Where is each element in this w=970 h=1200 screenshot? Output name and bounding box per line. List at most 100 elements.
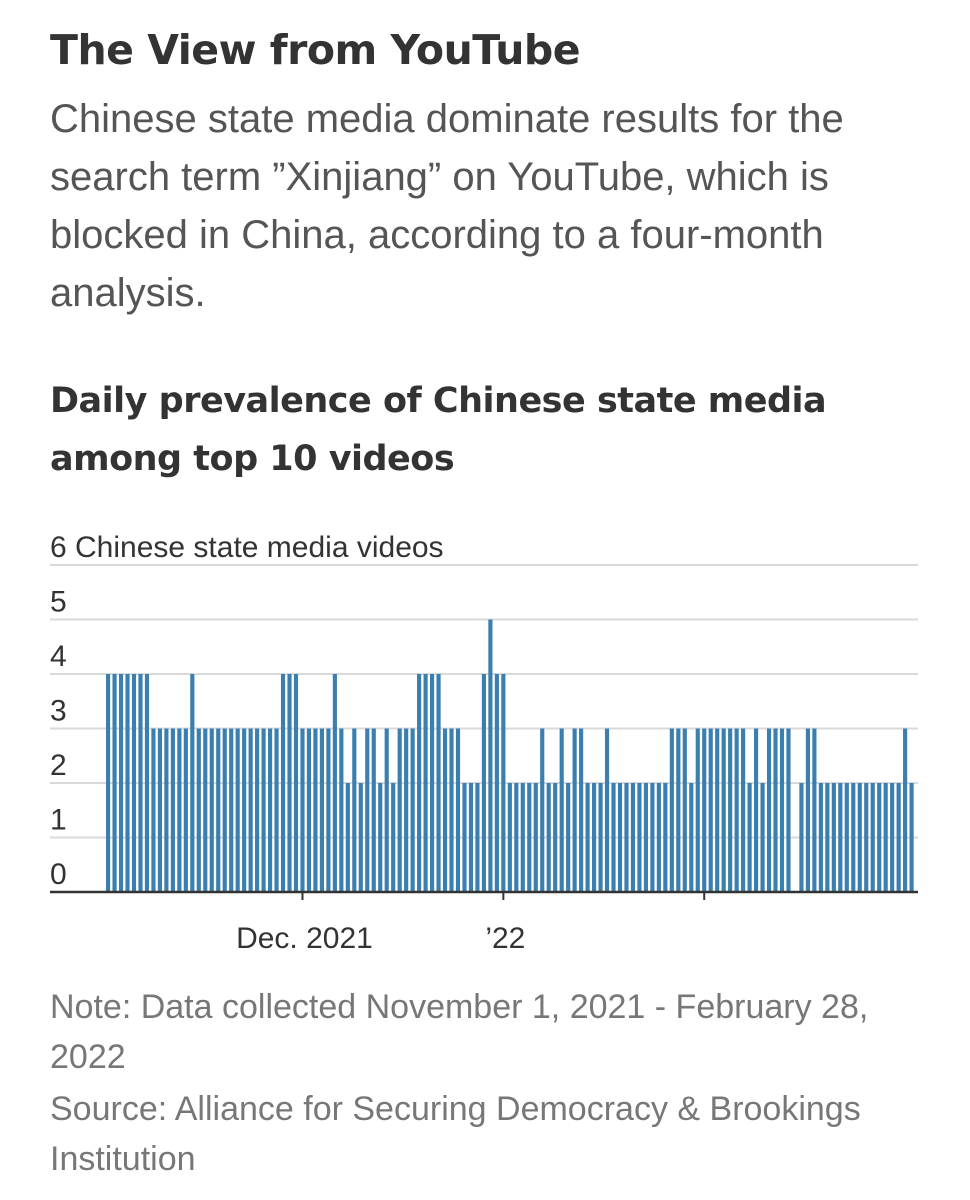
bar	[455, 728, 461, 892]
bar	[611, 783, 616, 892]
bar	[579, 728, 584, 892]
bar	[533, 783, 538, 892]
bar	[812, 728, 817, 892]
bar	[831, 783, 836, 892]
bar	[106, 674, 111, 892]
bar	[715, 728, 720, 892]
bar	[177, 728, 182, 892]
bar	[585, 783, 590, 892]
chart-title: Daily prevalence of Chinese state media …	[50, 381, 827, 479]
bar	[721, 728, 726, 892]
bar	[332, 674, 337, 892]
bar	[786, 728, 791, 892]
bar	[527, 783, 532, 892]
bar	[481, 674, 486, 892]
bar	[378, 783, 383, 892]
bar	[598, 783, 603, 892]
bar	[501, 674, 506, 892]
bar	[540, 728, 545, 892]
bar	[436, 674, 441, 892]
bar	[741, 728, 746, 892]
bar	[475, 783, 480, 892]
bar	[617, 783, 623, 892]
bar	[274, 728, 279, 892]
bar	[235, 728, 240, 892]
y-tick-label: 3	[50, 695, 67, 728]
bar	[170, 728, 175, 892]
bar	[417, 674, 422, 892]
bar	[695, 728, 700, 892]
bar	[248, 728, 253, 892]
bar	[650, 783, 655, 892]
bar	[630, 783, 636, 892]
bar	[838, 783, 843, 892]
bar	[760, 783, 765, 892]
bar	[676, 728, 681, 892]
bar	[131, 674, 137, 892]
bar	[190, 674, 195, 892]
page-title: The View from YouTube	[50, 26, 581, 74]
bar	[352, 728, 357, 892]
bar	[844, 783, 849, 892]
bar	[779, 728, 785, 892]
y-tick-label: 5	[50, 586, 67, 619]
bar	[280, 674, 286, 892]
bar	[857, 783, 862, 892]
bar	[326, 728, 331, 892]
bar	[708, 728, 713, 892]
bar	[689, 783, 694, 892]
bar	[255, 728, 260, 892]
bar	[851, 783, 856, 892]
bar	[559, 728, 564, 892]
bar	[384, 728, 389, 892]
bar	[216, 728, 221, 892]
bar	[358, 783, 363, 892]
bar	[805, 728, 810, 892]
bar	[883, 783, 888, 892]
bar	[546, 783, 551, 892]
bar	[877, 783, 882, 892]
bar	[766, 728, 772, 892]
y-tick-label: 2	[50, 749, 67, 782]
bar	[404, 728, 409, 892]
bar	[462, 783, 467, 892]
bar	[293, 674, 299, 892]
chart-note: Note: Data collected November 1, 2021 - …	[50, 988, 869, 1076]
bar	[468, 783, 474, 892]
bar	[773, 728, 778, 892]
bar	[306, 728, 312, 892]
bar	[222, 728, 227, 892]
bar	[118, 674, 124, 892]
bar	[449, 728, 454, 892]
bar	[144, 674, 150, 892]
bar	[488, 619, 493, 892]
bar	[903, 728, 908, 892]
bar	[624, 783, 629, 892]
bar	[734, 728, 739, 892]
bar	[566, 783, 571, 892]
x-tick-label: ’22	[485, 922, 525, 955]
bar	[112, 674, 117, 892]
bar	[183, 728, 188, 892]
bar	[682, 728, 687, 892]
bar	[637, 783, 642, 892]
bar	[365, 728, 370, 892]
bar	[339, 728, 344, 892]
bar	[494, 674, 499, 892]
bar	[125, 674, 130, 892]
bar	[799, 783, 804, 892]
bar	[423, 674, 428, 892]
page-subtitle: Chinese state media dominate results for…	[50, 97, 844, 315]
y-tick-label: 0	[50, 858, 67, 891]
chart-source: Source: Alliance for Securing Democracy …	[50, 1090, 861, 1178]
bar	[196, 728, 201, 892]
bar	[397, 728, 402, 892]
bar	[572, 728, 577, 892]
bar	[514, 783, 519, 892]
bar	[209, 728, 214, 892]
bar	[909, 783, 914, 892]
bar	[890, 783, 895, 892]
bar	[164, 728, 169, 892]
bar	[669, 728, 674, 892]
bar	[825, 783, 830, 892]
